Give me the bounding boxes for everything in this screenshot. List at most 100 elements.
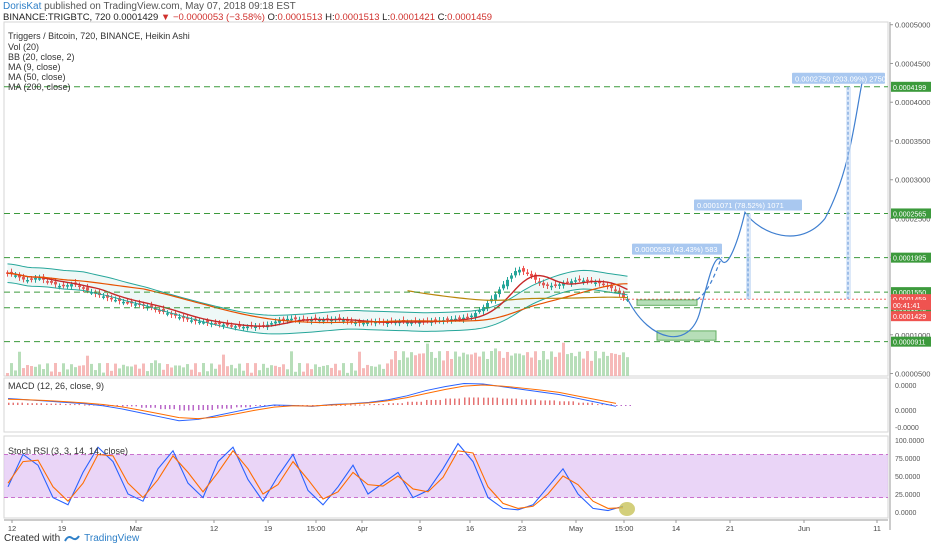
volume-bar (350, 363, 353, 376)
level-price-tag (891, 208, 931, 219)
volume-bar (66, 369, 69, 376)
time-tick-label: 15:00 (615, 524, 634, 533)
volume-bar (574, 356, 577, 376)
candle-body (214, 322, 217, 325)
macd-histogram-bar (46, 403, 48, 405)
candle-body (218, 322, 221, 325)
volume-bar (410, 352, 413, 376)
macd-histogram-bar (27, 403, 29, 405)
volume-bar (418, 353, 421, 376)
volume-bar (550, 351, 553, 376)
macd-histogram-bar (179, 405, 181, 411)
macd-histogram-bar (335, 404, 337, 406)
volume-bar (38, 364, 41, 376)
candle-body (102, 296, 105, 298)
macd-histogram-bar (354, 404, 356, 406)
candle-body (186, 317, 189, 320)
volume-bar (442, 360, 445, 376)
volume-bar (562, 342, 565, 376)
volume-bar (210, 363, 213, 376)
volume-bar (354, 370, 357, 376)
macd-histogram-bar (245, 405, 247, 408)
volume-bar (270, 365, 273, 376)
low-label: L: (382, 12, 391, 23)
candle-body (510, 275, 513, 279)
volume-bar (258, 370, 261, 376)
candle-body (558, 284, 561, 286)
time-tick-label: 21 (726, 524, 734, 533)
macd-histogram-bar (420, 401, 422, 405)
macd-histogram-bar (84, 404, 86, 406)
volume-bar (110, 370, 113, 376)
volume-bar (118, 368, 121, 376)
candle-body (134, 304, 137, 306)
level-price-label: 0.0001995 (893, 256, 926, 263)
macd-histogram-bar (264, 405, 266, 406)
volume-bar (494, 348, 497, 376)
legend-ma9[interactable]: MA (9, close) (8, 62, 61, 72)
bollinger-band-fill (7, 263, 628, 334)
candle-body (446, 318, 449, 320)
legend-ma200[interactable]: MA (200, close) (8, 82, 71, 92)
tradingview-brand[interactable]: TradingView (84, 533, 140, 544)
publish-info: DorisKat published on TradingView.com, M… (3, 1, 296, 12)
macd-histogram-bar (173, 405, 175, 410)
macd-histogram-bar (572, 401, 574, 405)
candle-body (454, 318, 457, 321)
macd-histogram-bar (549, 400, 551, 405)
symbol-name[interactable]: BINANCE:TRIGBTC, 720 (3, 12, 111, 23)
volume-bar (58, 371, 61, 376)
stoch-rsi-legend[interactable]: Stoch RSI (3, 3, 14, 14, close) (8, 446, 129, 456)
macd-histogram-bar (435, 399, 437, 405)
volume-bar (54, 363, 57, 376)
candle-body (154, 308, 157, 310)
author-link[interactable]: DorisKat (3, 1, 42, 12)
candle-body (70, 284, 73, 287)
macd-histogram-bar (487, 397, 489, 405)
legend-bb[interactable]: BB (20, close, 2) (8, 52, 75, 62)
candle-body (62, 284, 65, 287)
volume-bar (374, 366, 377, 376)
macd-histogram-bar (473, 397, 475, 405)
volume-bar (558, 352, 561, 376)
macd-histogram-bar (378, 404, 380, 406)
target-label-box (792, 72, 885, 84)
volume-bar (342, 363, 345, 376)
macd-histogram-bar (445, 398, 447, 405)
volume-bar (398, 360, 401, 376)
macd-histogram-bar (65, 404, 67, 406)
time-tick-label: 19 (264, 524, 272, 533)
ma200-line (407, 290, 628, 301)
legend-ma50[interactable]: MA (50, close) (8, 72, 66, 82)
volume-bar (502, 357, 505, 376)
macd-histogram-bar (601, 404, 603, 406)
macd-histogram-bar (359, 404, 361, 406)
volume-bar (94, 370, 97, 376)
macd-histogram-bar (154, 405, 156, 408)
volume-bar (70, 364, 73, 376)
candle-body (578, 278, 581, 281)
volume-bar (542, 351, 545, 376)
down-arrow-icon: ▼ (160, 12, 171, 23)
candle-body (514, 271, 517, 276)
volume-bar (102, 372, 105, 376)
candle-body (254, 326, 257, 328)
volume-bar (262, 363, 265, 376)
macd-histogram-bar (221, 405, 223, 409)
time-tick-label: 9 (418, 524, 422, 533)
high-value: 0.0001513 (334, 12, 380, 23)
volume-bar (230, 364, 233, 376)
macd-legend[interactable]: MACD (12, 26, close, 9) (8, 381, 105, 391)
candle-body (554, 284, 557, 286)
volume-bar (610, 353, 613, 376)
macd-histogram-bar (411, 401, 413, 405)
high-label: H: (325, 12, 335, 23)
volume-bar (602, 351, 605, 376)
legend-vol[interactable]: Vol (20) (8, 42, 40, 52)
volume-bar (402, 351, 405, 376)
volume-bar (302, 371, 305, 376)
macd-histogram-bar (141, 405, 143, 408)
macd-histogram-bar (464, 397, 466, 405)
stoch-k-line (7, 442, 624, 512)
